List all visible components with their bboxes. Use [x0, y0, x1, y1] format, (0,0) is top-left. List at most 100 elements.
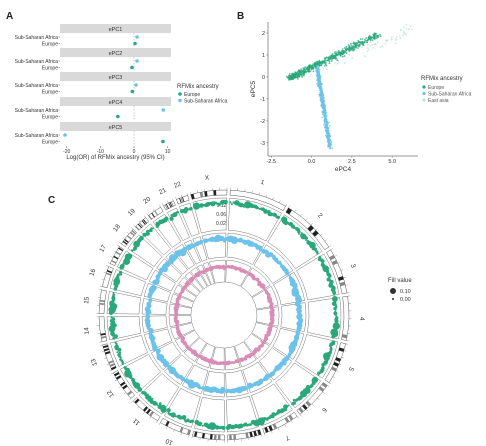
- track-sector-border: [127, 234, 163, 267]
- track-point-europe: [201, 424, 204, 427]
- track-point-sub-saharan-africa: [285, 271, 290, 276]
- position-tick: [104, 357, 107, 359]
- ideogram-band: [193, 431, 198, 437]
- data-point-europe: [292, 76, 295, 78]
- data-point-europe: [379, 33, 381, 36]
- track-sector-border: [226, 395, 260, 433]
- track-sector-border: [106, 291, 142, 315]
- data-point-sub-saharan-africa: [320, 94, 323, 97]
- track-sector-border: [273, 271, 305, 306]
- track-point-europe: [309, 385, 313, 389]
- position-tick: [191, 435, 193, 439]
- track-point-east-asia: [192, 276, 196, 280]
- track-sector-border: [280, 302, 307, 333]
- data-point-sub-saharan-africa: [319, 89, 322, 92]
- facet-panel: [60, 81, 171, 96]
- data-point-europe: [317, 61, 320, 64]
- track-sector-border: [183, 337, 207, 362]
- chromosome-label: 10: [164, 437, 174, 446]
- track-sector-border: [209, 346, 225, 371]
- position-tick: [162, 203, 164, 206]
- position-tick: [159, 204, 161, 208]
- track-sector-border: [202, 370, 225, 398]
- data-point-europe: [317, 64, 319, 66]
- tick-label-category: Sub-Saharan Africa: [15, 35, 59, 41]
- data-point-europe: [297, 78, 299, 80]
- data-point-europe: [357, 40, 360, 43]
- ideogram-band: [338, 276, 344, 281]
- track-point-europe: [139, 235, 144, 241]
- track-sector-border: [144, 328, 173, 352]
- ideogram-band: [129, 231, 135, 236]
- data-point-europe: [313, 64, 316, 67]
- y-tick-label: 0: [262, 75, 265, 81]
- data-point-east-asia: [374, 43, 377, 46]
- track-sector-border: [228, 197, 282, 242]
- position-tick: [106, 265, 109, 267]
- data-point-europe: [299, 70, 301, 72]
- data-point-europe: [373, 32, 376, 35]
- track-sector-border: [141, 315, 168, 333]
- track-point-europe: [189, 420, 193, 424]
- data-point-east-asia: [369, 41, 372, 43]
- track-sector-border: [170, 322, 195, 340]
- x-tick-label: -10: [97, 149, 104, 155]
- ideogram-1: [229, 189, 286, 211]
- position-tick: [330, 248, 333, 250]
- track-point-europe: [189, 207, 193, 211]
- data-point-europe: [376, 34, 379, 37]
- track-sector-border: [197, 264, 211, 287]
- track-point-europe: [217, 202, 222, 207]
- data-point-europe: [318, 59, 321, 62]
- ideogram-band: [288, 414, 294, 421]
- ideogram-band: [165, 420, 170, 427]
- track-sector-border: [138, 373, 180, 415]
- data-point-sub-saharan-africa: [315, 69, 318, 72]
- data-point-europe: [292, 78, 294, 81]
- track-sector-border: [148, 269, 176, 292]
- ideogram-band: [213, 434, 217, 440]
- data-point-europe: [307, 65, 310, 68]
- position-tick: [172, 198, 174, 201]
- ideogram-band: [108, 360, 114, 364]
- track-sector-border: [173, 284, 197, 302]
- chromosome-label: 13: [90, 357, 99, 367]
- position-tick: [146, 213, 149, 216]
- data-point-europe: [341, 48, 344, 50]
- track-point-europe: [214, 201, 218, 205]
- track-point-sub-saharan-africa: [152, 284, 154, 287]
- data-point-europe: [319, 61, 322, 64]
- chromosome-label: 11: [132, 416, 142, 426]
- y-axis-label: ePC5: [250, 80, 257, 97]
- position-tick: [99, 285, 103, 287]
- position-tick: [311, 403, 314, 406]
- data-point-sub-saharan-africa: [323, 119, 326, 122]
- position-tick: [100, 344, 103, 346]
- data-point-sub-saharan-africa: [320, 88, 322, 90]
- legend-swatch: [422, 91, 426, 96]
- data-point-sub-saharan-africa: [330, 143, 332, 146]
- data-point-europe: [379, 35, 382, 38]
- position-tick: [119, 242, 122, 244]
- track-point-europe: [292, 398, 296, 402]
- data-point-europe: [358, 44, 361, 47]
- panel-c-circos: 12345678910111213141516171819202122X0.02…: [83, 174, 412, 446]
- track-point-europe: [109, 319, 113, 323]
- data-point-europe: [329, 56, 332, 58]
- ideogram-band: [333, 361, 340, 367]
- track-point-sub-saharan-africa: [199, 239, 204, 244]
- data-point-europe: [336, 59, 339, 61]
- track-point-europe: [146, 393, 149, 396]
- ideogram-band: [149, 411, 154, 417]
- ring-tick-label: 0.06: [216, 212, 226, 218]
- track-sector-border: [240, 267, 271, 298]
- track-sector-border: [109, 269, 146, 296]
- position-tick: [101, 278, 105, 280]
- track-point-europe: [116, 351, 119, 354]
- ideogram-X: [190, 189, 228, 200]
- data-point-europe: [364, 38, 366, 41]
- ideogram-band: [331, 366, 337, 372]
- position-tick: [284, 424, 287, 427]
- tick-label-category: Europe: [42, 139, 58, 145]
- ideogram-band: [154, 210, 158, 216]
